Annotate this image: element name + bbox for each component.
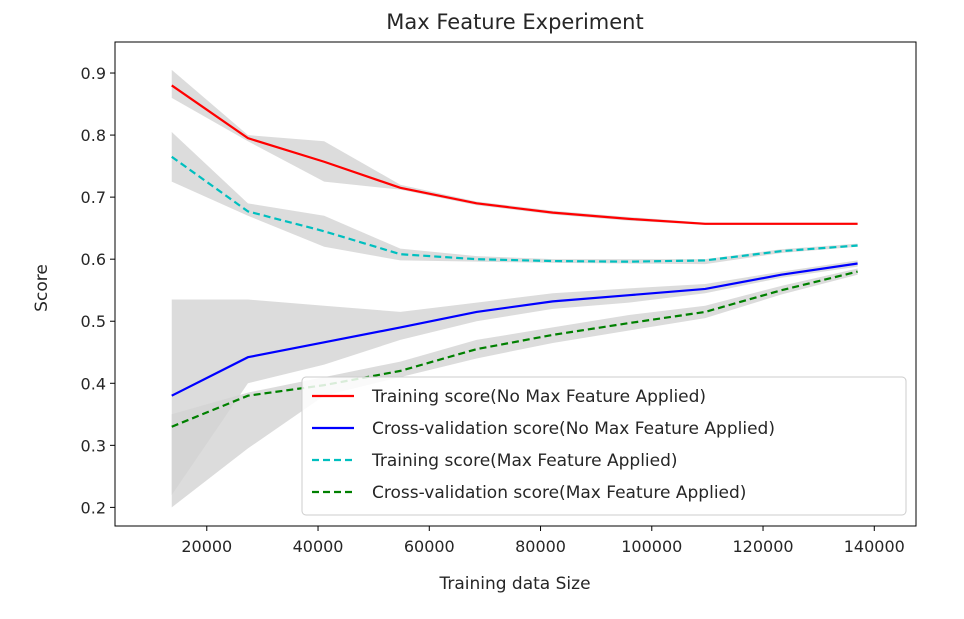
series-line-3 xyxy=(171,155,858,263)
y-tick-label: 0.5 xyxy=(81,312,106,331)
y-tick-label: 0.6 xyxy=(81,250,106,269)
legend-label-training-score-no-max-feature-applied: Training score(No Max Feature Applied) xyxy=(371,387,706,407)
x-axis-title: Training data Size xyxy=(438,574,590,594)
legend-label-cross-validation-score-max-feature-applied: Cross-validation score(Max Feature Appli… xyxy=(372,483,746,503)
y-axis: 0.2 0.3 0.4 0.5 0.6 0.7 0.8 0.9 xyxy=(81,64,115,517)
y-axis-title: Score xyxy=(32,264,52,312)
y-tick-label: 0.9 xyxy=(81,64,106,83)
band-1 xyxy=(171,69,858,226)
x-tick-label: 140000 xyxy=(844,537,905,556)
y-tick-label: 0.4 xyxy=(81,374,106,393)
plot-frame xyxy=(114,41,917,527)
x-tick-label: 100000 xyxy=(621,537,682,556)
legend-label-training-score-max-feature-applied: Training score(Max Feature Applied) xyxy=(371,451,678,471)
x-tick-label: 120000 xyxy=(732,537,793,556)
y-tick-label: 0.8 xyxy=(81,126,106,145)
series-lines xyxy=(171,84,858,428)
series-line-1 xyxy=(171,84,858,225)
y-tick-label: 0.3 xyxy=(81,436,106,455)
band-2 xyxy=(171,260,858,495)
legend-box xyxy=(301,376,907,516)
series-line-2 xyxy=(171,262,858,397)
series-line-4 xyxy=(171,270,858,428)
y-tick-label: 0.7 xyxy=(81,188,106,207)
x-tick-label: 40000 xyxy=(293,537,344,556)
y-tick-label: 0.2 xyxy=(81,498,106,517)
legend-label-cross-validation-score-no-max-feature-applied: Cross-validation score(No Max Feature Ap… xyxy=(372,419,775,439)
x-tick-label: 60000 xyxy=(404,537,455,556)
legend: Training score(No Max Feature Applied) Cr… xyxy=(301,376,907,516)
chart-title: Max Feature Experiment xyxy=(386,10,643,34)
x-tick-label: 80000 xyxy=(515,537,566,556)
x-tick-label: 20000 xyxy=(181,537,232,556)
x-axis: 20000 40000 60000 80000 100000 120000 140000 xyxy=(181,526,905,556)
band-3 xyxy=(171,131,858,265)
